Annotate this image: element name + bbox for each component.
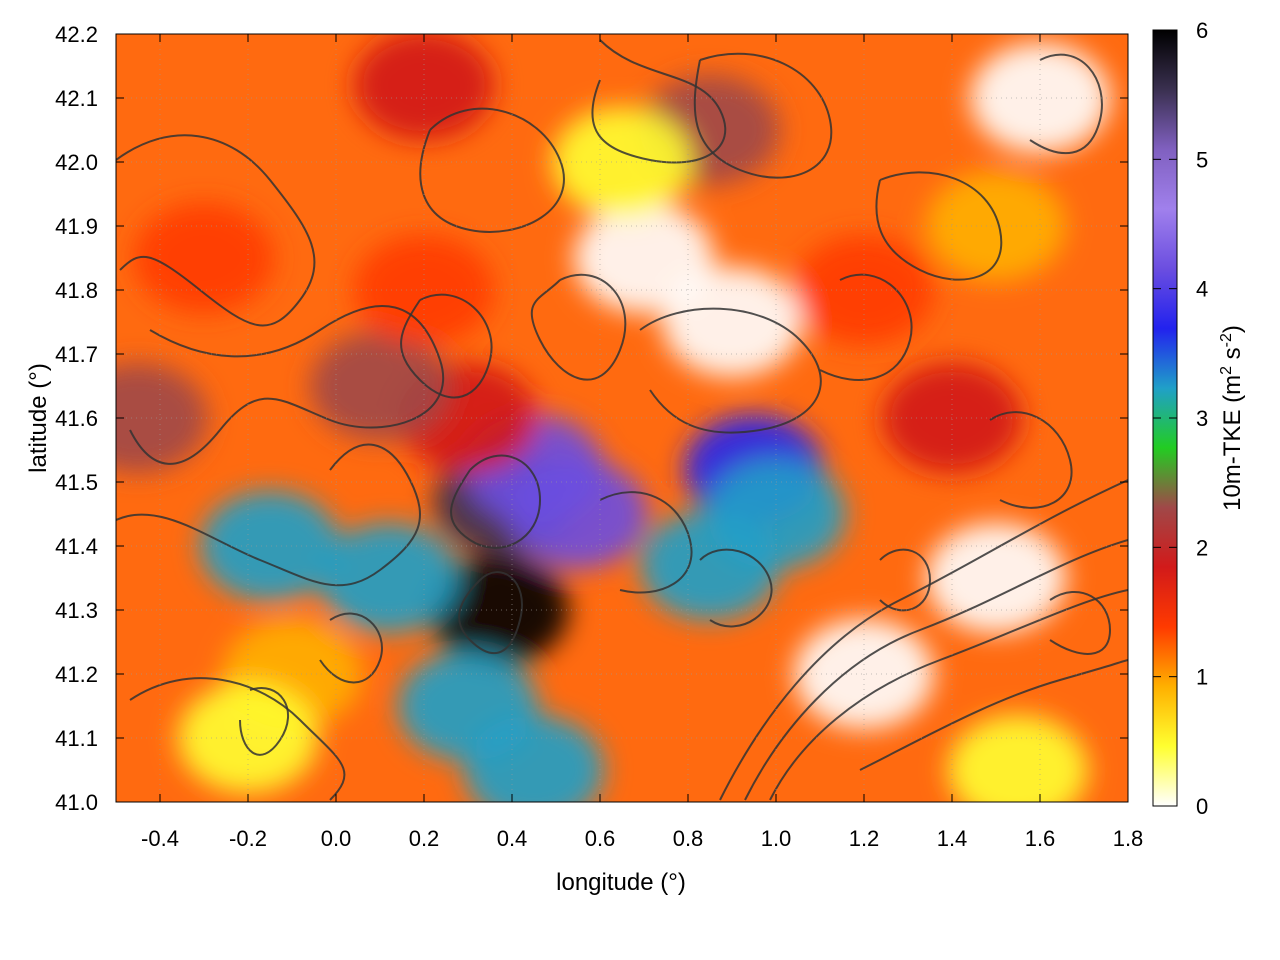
contour-line bbox=[859, 659, 1128, 771]
y-axis-ticks: 41.0 41.1 41.2 41.3 41.4 41.5 41.6 41.7 41.8 41.9… bbox=[55, 22, 1128, 815]
heat-region bbox=[310, 331, 450, 441]
x-tick-label: 0.6 bbox=[585, 826, 616, 851]
x-tick-label: -0.2 bbox=[229, 826, 267, 851]
contour-line bbox=[450, 454, 542, 549]
heat-region bbox=[428, 555, 569, 665]
heat-region bbox=[948, 715, 1088, 802]
contour-line bbox=[744, 539, 1128, 801]
heat-region bbox=[970, 43, 1110, 153]
y-tick-label: 42.0 bbox=[55, 150, 98, 175]
contour-line bbox=[319, 612, 383, 684]
colorbar-tick-label: 5 bbox=[1196, 147, 1208, 172]
terrain-contours bbox=[116, 39, 1128, 801]
contour-line bbox=[819, 273, 913, 381]
x-axis-ticks: -0.4 -0.2 0.0 0.2 0.4 0.6 0.8 1.0 1.2 1.4 1.6 1.8 bbox=[141, 34, 1143, 851]
heat-region bbox=[318, 523, 459, 633]
contour-line bbox=[129, 305, 444, 465]
heatmap-field bbox=[116, 34, 1128, 802]
heat-region bbox=[640, 510, 780, 621]
heat-region bbox=[662, 267, 802, 377]
x-tick-label: 0.0 bbox=[321, 826, 352, 851]
colorbar-tick-label: 4 bbox=[1196, 277, 1208, 302]
contour-line bbox=[458, 571, 523, 655]
contour-line bbox=[693, 52, 833, 179]
heat-region bbox=[354, 34, 494, 141]
contour-line bbox=[116, 134, 316, 327]
x-tick-label: -0.4 bbox=[141, 826, 179, 851]
y-tick-label: 41.0 bbox=[55, 790, 98, 815]
colorbar-ticks: 0 1 2 3 4 5 6 bbox=[1153, 18, 1208, 819]
colorbar: 0 1 2 3 4 5 6 10m-TKE (m2 s-2) bbox=[1152, 18, 1246, 819]
colorbar-label: 10m-TKE (m2 s-2) bbox=[1218, 325, 1246, 511]
colorbar-tick-label: 1 bbox=[1196, 665, 1208, 690]
heat-region bbox=[508, 459, 648, 569]
y-tick-label: 41.6 bbox=[55, 406, 98, 431]
y-tick-label: 42.1 bbox=[55, 86, 98, 111]
y-tick-label: 41.7 bbox=[55, 342, 98, 367]
x-tick-label: 1.8 bbox=[1113, 826, 1144, 851]
y-tick-label: 41.3 bbox=[55, 598, 98, 623]
colorbar-tick-label: 3 bbox=[1196, 406, 1208, 431]
contour-line bbox=[129, 677, 346, 801]
contour-line bbox=[769, 589, 1128, 801]
x-tick-label: 0.4 bbox=[497, 826, 528, 851]
contour-line bbox=[116, 443, 421, 587]
x-tick-label: 0.2 bbox=[409, 826, 440, 851]
contour-line bbox=[719, 479, 1128, 801]
contour-line bbox=[599, 491, 693, 594]
heat-region bbox=[134, 203, 274, 313]
contour-line bbox=[530, 273, 627, 381]
x-tick-label: 1.2 bbox=[849, 826, 880, 851]
heatmap-regions bbox=[116, 34, 1110, 802]
y-tick-label: 42.2 bbox=[55, 22, 98, 47]
heat-region bbox=[464, 715, 604, 802]
y-tick-label: 41.5 bbox=[55, 470, 98, 495]
x-tick-label: 1.0 bbox=[761, 826, 792, 851]
y-tick-label: 41.8 bbox=[55, 278, 98, 303]
heat-region bbox=[178, 683, 318, 793]
colorbar-tick-label: 6 bbox=[1196, 18, 1208, 43]
contour-line bbox=[699, 548, 773, 628]
grid-lines bbox=[116, 34, 1128, 802]
contour-line bbox=[239, 687, 290, 756]
heat-region bbox=[200, 491, 340, 601]
contour-line bbox=[1049, 590, 1112, 655]
colorbar-tick-label: 0 bbox=[1196, 794, 1208, 819]
colorbar-tick-label: 2 bbox=[1196, 535, 1208, 560]
x-tick-label: 1.4 bbox=[937, 826, 968, 851]
heat-region bbox=[926, 523, 1066, 633]
y-axis-label: latitude (°) bbox=[25, 363, 52, 473]
contour-line bbox=[875, 171, 1003, 281]
contour-line bbox=[879, 548, 932, 612]
y-tick-label: 41.1 bbox=[55, 726, 98, 751]
y-tick-label: 41.2 bbox=[55, 662, 98, 687]
x-tick-label: 1.6 bbox=[1025, 826, 1056, 851]
y-tick-label: 41.9 bbox=[55, 214, 98, 239]
x-tick-label: 0.8 bbox=[673, 826, 704, 851]
y-tick-label: 41.4 bbox=[55, 534, 98, 559]
x-axis-label: longitude (°) bbox=[556, 869, 686, 896]
contour-line bbox=[639, 307, 822, 434]
contour-line bbox=[989, 411, 1073, 509]
contour-line bbox=[591, 39, 727, 164]
contour-line bbox=[1029, 53, 1103, 154]
contour-line bbox=[419, 107, 565, 233]
contour-line bbox=[400, 293, 493, 399]
